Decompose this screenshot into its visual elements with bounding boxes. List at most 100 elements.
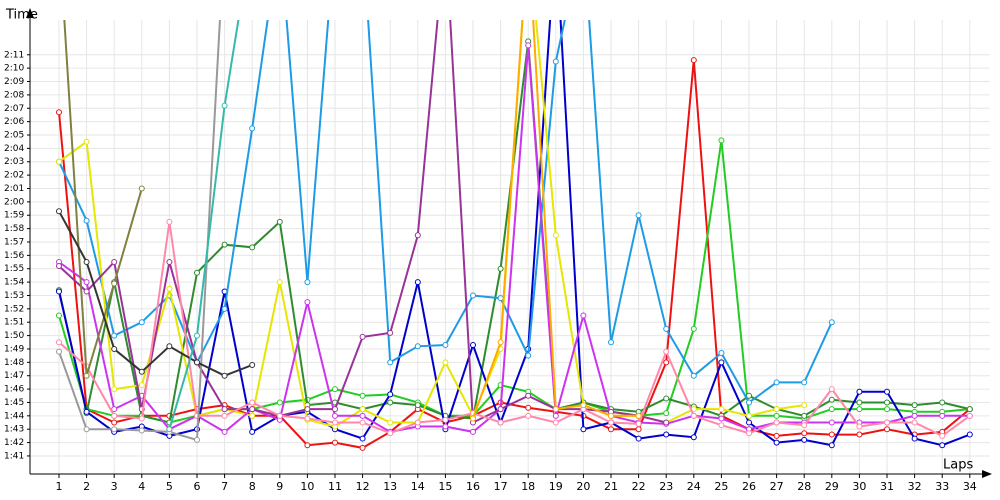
x-tick-label: 12	[356, 480, 370, 493]
y-tick-label: 1:47	[4, 371, 24, 381]
lap-marker	[663, 410, 670, 417]
y-tick-label: 1:41	[4, 451, 24, 461]
lap-marker	[718, 359, 725, 366]
lap-marker	[966, 431, 973, 438]
lap-marker	[552, 58, 559, 65]
lap-marker	[635, 212, 642, 219]
lap-marker	[663, 325, 670, 332]
lap-marker	[111, 406, 118, 413]
lap-marker	[773, 412, 780, 419]
x-tick-label: 4	[138, 480, 145, 493]
lap-marker	[55, 208, 62, 215]
y-tick-label: 1:55	[4, 264, 24, 274]
lap-marker	[387, 419, 394, 426]
lap-marker	[801, 436, 808, 443]
lap-marker	[718, 406, 725, 413]
lap-marker	[690, 372, 697, 379]
lap-marker	[83, 217, 90, 224]
lap-marker	[856, 406, 863, 413]
lap-marker	[746, 399, 753, 406]
lap-marker	[331, 412, 338, 419]
x-tick-label: 27	[770, 480, 784, 493]
x-tick-label: 15	[438, 480, 452, 493]
lap-marker	[856, 399, 863, 406]
lap-marker	[166, 426, 173, 433]
lap-marker	[580, 312, 587, 319]
lap-marker	[221, 372, 228, 379]
lap-marker	[221, 412, 228, 419]
x-tick-label: 28	[797, 480, 811, 493]
lap-marker	[55, 158, 62, 165]
lap-marker	[497, 339, 504, 346]
lap-marker	[111, 412, 118, 419]
y-tick-label: 2:09	[4, 77, 24, 87]
lap-marker	[663, 359, 670, 366]
lap-marker	[331, 386, 338, 393]
lap-marker	[359, 412, 366, 419]
lap-marker	[55, 288, 62, 295]
x-tick-label: 25	[714, 480, 728, 493]
lap-marker	[966, 406, 973, 413]
lap-marker	[166, 285, 173, 292]
lap-marker	[359, 419, 366, 426]
y-tick-label: 2:05	[4, 131, 24, 141]
lap-marker	[276, 399, 283, 406]
lap-marker	[304, 279, 311, 286]
lap-marker	[221, 428, 228, 435]
lap-marker	[249, 399, 256, 406]
lap-marker	[497, 265, 504, 272]
lap-marker	[635, 435, 642, 442]
lap-marker	[828, 396, 835, 403]
x-tick-label: 13	[383, 480, 397, 493]
lap-marker	[469, 341, 476, 348]
lap-marker	[580, 426, 587, 433]
lap-marker	[525, 412, 532, 419]
lap-marker	[387, 359, 394, 366]
x-tick-label: 11	[328, 480, 342, 493]
lap-marker	[884, 419, 891, 426]
lap-marker	[414, 279, 421, 286]
lap-marker	[442, 423, 449, 430]
lap-marker	[166, 343, 173, 350]
lap-marker	[276, 218, 283, 225]
y-tick-label: 1:44	[4, 411, 24, 421]
lap-marker	[414, 232, 421, 239]
y-tick-label: 2:08	[4, 90, 24, 100]
x-tick-label: 23	[659, 480, 673, 493]
lap-marker	[718, 137, 725, 144]
lap-marker	[193, 269, 200, 276]
lap-marker	[801, 422, 808, 429]
series-line	[58, 210, 253, 377]
lap-marker	[442, 341, 449, 348]
series-line	[58, 60, 971, 449]
lap-marker	[828, 386, 835, 393]
lap-marker	[525, 352, 532, 359]
lap-marker	[138, 427, 145, 434]
lap-marker	[359, 392, 366, 399]
x-tick-label: 33	[935, 480, 949, 493]
y-tick-label: 1:53	[4, 291, 24, 301]
y-tick-label: 2:02	[4, 171, 24, 181]
lap-marker	[359, 435, 366, 442]
lap-marker	[552, 412, 559, 419]
x-tick-label: 6	[193, 480, 200, 493]
x-tick-label: 18	[521, 480, 535, 493]
lap-marker	[55, 312, 62, 319]
lap-marker	[939, 399, 946, 406]
y-tick-label: 1:43	[4, 425, 24, 435]
lap-marker	[414, 343, 421, 350]
lap-marker	[773, 379, 780, 386]
lap-marker	[387, 329, 394, 336]
x-tick-label: 19	[549, 480, 563, 493]
lap-marker	[663, 395, 670, 402]
x-tick-label: 1	[55, 480, 62, 493]
lap-marker	[552, 232, 559, 239]
y-tick-label: 1:59	[4, 211, 24, 221]
y-axis-title: Time	[5, 8, 38, 23]
lap-marker	[276, 279, 283, 286]
lap-marker	[276, 412, 283, 419]
lap-marker	[525, 404, 532, 411]
lap-marker	[635, 420, 642, 427]
y-tick-label: 1:57	[4, 237, 24, 247]
lap-marker	[138, 319, 145, 326]
